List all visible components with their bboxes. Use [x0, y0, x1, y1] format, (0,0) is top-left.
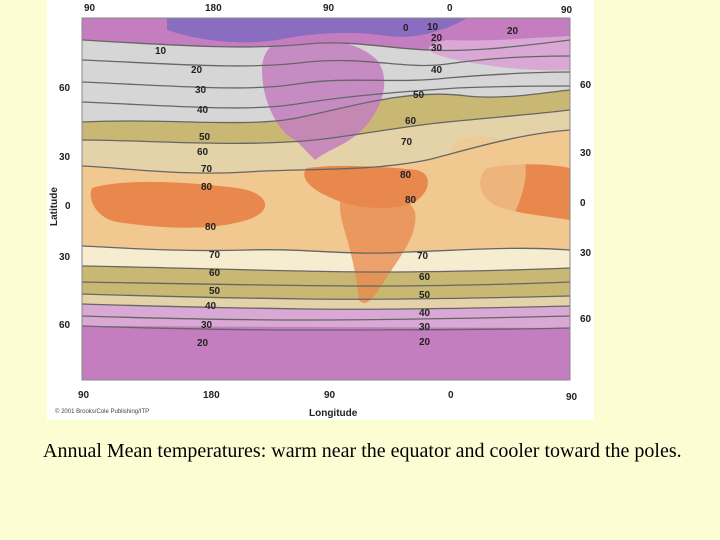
longitude-tick-bottom: 90: [324, 390, 336, 401]
isotherm-label: 80: [201, 182, 213, 193]
isotherm-label: 70: [209, 250, 221, 261]
world-temperature-map: 90 180 90 0 90 90 180 90 0 90 60 30 0 30…: [49, 3, 592, 419]
isotherm-label: 20: [507, 26, 519, 37]
isotherm-label: 70: [401, 137, 413, 148]
isotherm-label: 70: [201, 164, 213, 175]
map-frame: [81, 17, 571, 381]
longitude-tick-top: 90: [84, 3, 96, 14]
isotherm-label: 30: [195, 85, 207, 96]
longitude-tick-top: 90: [561, 5, 573, 16]
isotherm-label: 50: [413, 90, 425, 101]
band-cold-south: [82, 304, 570, 330]
isotherm-label: 40: [205, 301, 217, 312]
isotherm-label: 20: [431, 33, 443, 44]
slide-caption: Annual Mean temperatures: warm near the …: [43, 440, 682, 462]
longitude-tick-bottom: 90: [78, 390, 90, 401]
land-antarctica: [82, 338, 570, 380]
isotherm-label: 60: [197, 147, 209, 158]
x-axis-label: Longitude: [309, 408, 358, 419]
isotherm-label: 80: [405, 195, 417, 206]
isotherm-label: 30: [419, 322, 431, 333]
y-axis-label: Latitude: [49, 187, 60, 226]
longitude-tick-top: 0: [447, 3, 453, 14]
isotherm-label: 40: [197, 105, 209, 116]
latitude-tick-left: 60: [59, 83, 71, 94]
isotherm-label: 50: [199, 132, 211, 143]
isotherm-label: 60: [209, 268, 221, 279]
copyright-notice: © 2001 Brooks/Cole Publishing/ITP: [55, 408, 149, 415]
latitude-tick-left: 30: [59, 252, 71, 263]
temperature-map-figure: 90 180 90 0 90 90 180 90 0 90 60 30 0 30…: [47, 0, 594, 420]
longitude-tick-top: 90: [323, 3, 335, 14]
latitude-tick-right: 60: [580, 314, 592, 325]
isotherm-label: 80: [205, 222, 217, 233]
isotherm-label: 80: [400, 170, 412, 181]
latitude-tick-right: 30: [580, 148, 592, 159]
isotherm-label: 60: [405, 116, 417, 127]
latitude-tick-right: 30: [580, 248, 592, 259]
latitude-tick-left: 30: [59, 152, 71, 163]
longitude-tick-bottom: 0: [448, 390, 454, 401]
latitude-tick-right: 0: [580, 198, 586, 209]
longitude-tick-bottom: 180: [203, 390, 220, 401]
longitude-tick-bottom: 90: [566, 392, 578, 403]
land-north-america: [262, 38, 385, 160]
isotherm-label: 20: [197, 338, 209, 349]
latitude-tick-right: 60: [580, 80, 592, 91]
isotherm-label: 20: [419, 337, 431, 348]
land-south-america: [340, 188, 416, 304]
isotherm-label: 10: [427, 22, 439, 33]
isotherm-label: 40: [431, 65, 443, 76]
band-temperate-south: [82, 266, 570, 300]
isotherm-label: 30: [431, 43, 443, 54]
latitude-tick-left: 60: [59, 320, 71, 331]
latitude-tick-left: 0: [65, 201, 71, 212]
land-africa: [450, 136, 526, 250]
isotherm-label: 70: [417, 251, 429, 262]
isotherm-label: 10: [155, 46, 167, 57]
isotherm-label: 0: [403, 23, 409, 34]
longitude-tick-top: 180: [205, 3, 222, 14]
isotherm-lines: [81, 39, 571, 331]
isotherm-label: 50: [419, 290, 431, 301]
band-pale-south: [82, 246, 570, 272]
isotherm-label: 50: [209, 286, 221, 297]
isotherm-label: 60: [419, 272, 431, 283]
band-coldest-north: [167, 18, 467, 43]
isotherm-label: 40: [419, 308, 431, 319]
isotherm-label: 30: [201, 320, 213, 331]
isotherm-label: 20: [191, 65, 203, 76]
band-hottest-africa-pacific: [90, 181, 266, 228]
